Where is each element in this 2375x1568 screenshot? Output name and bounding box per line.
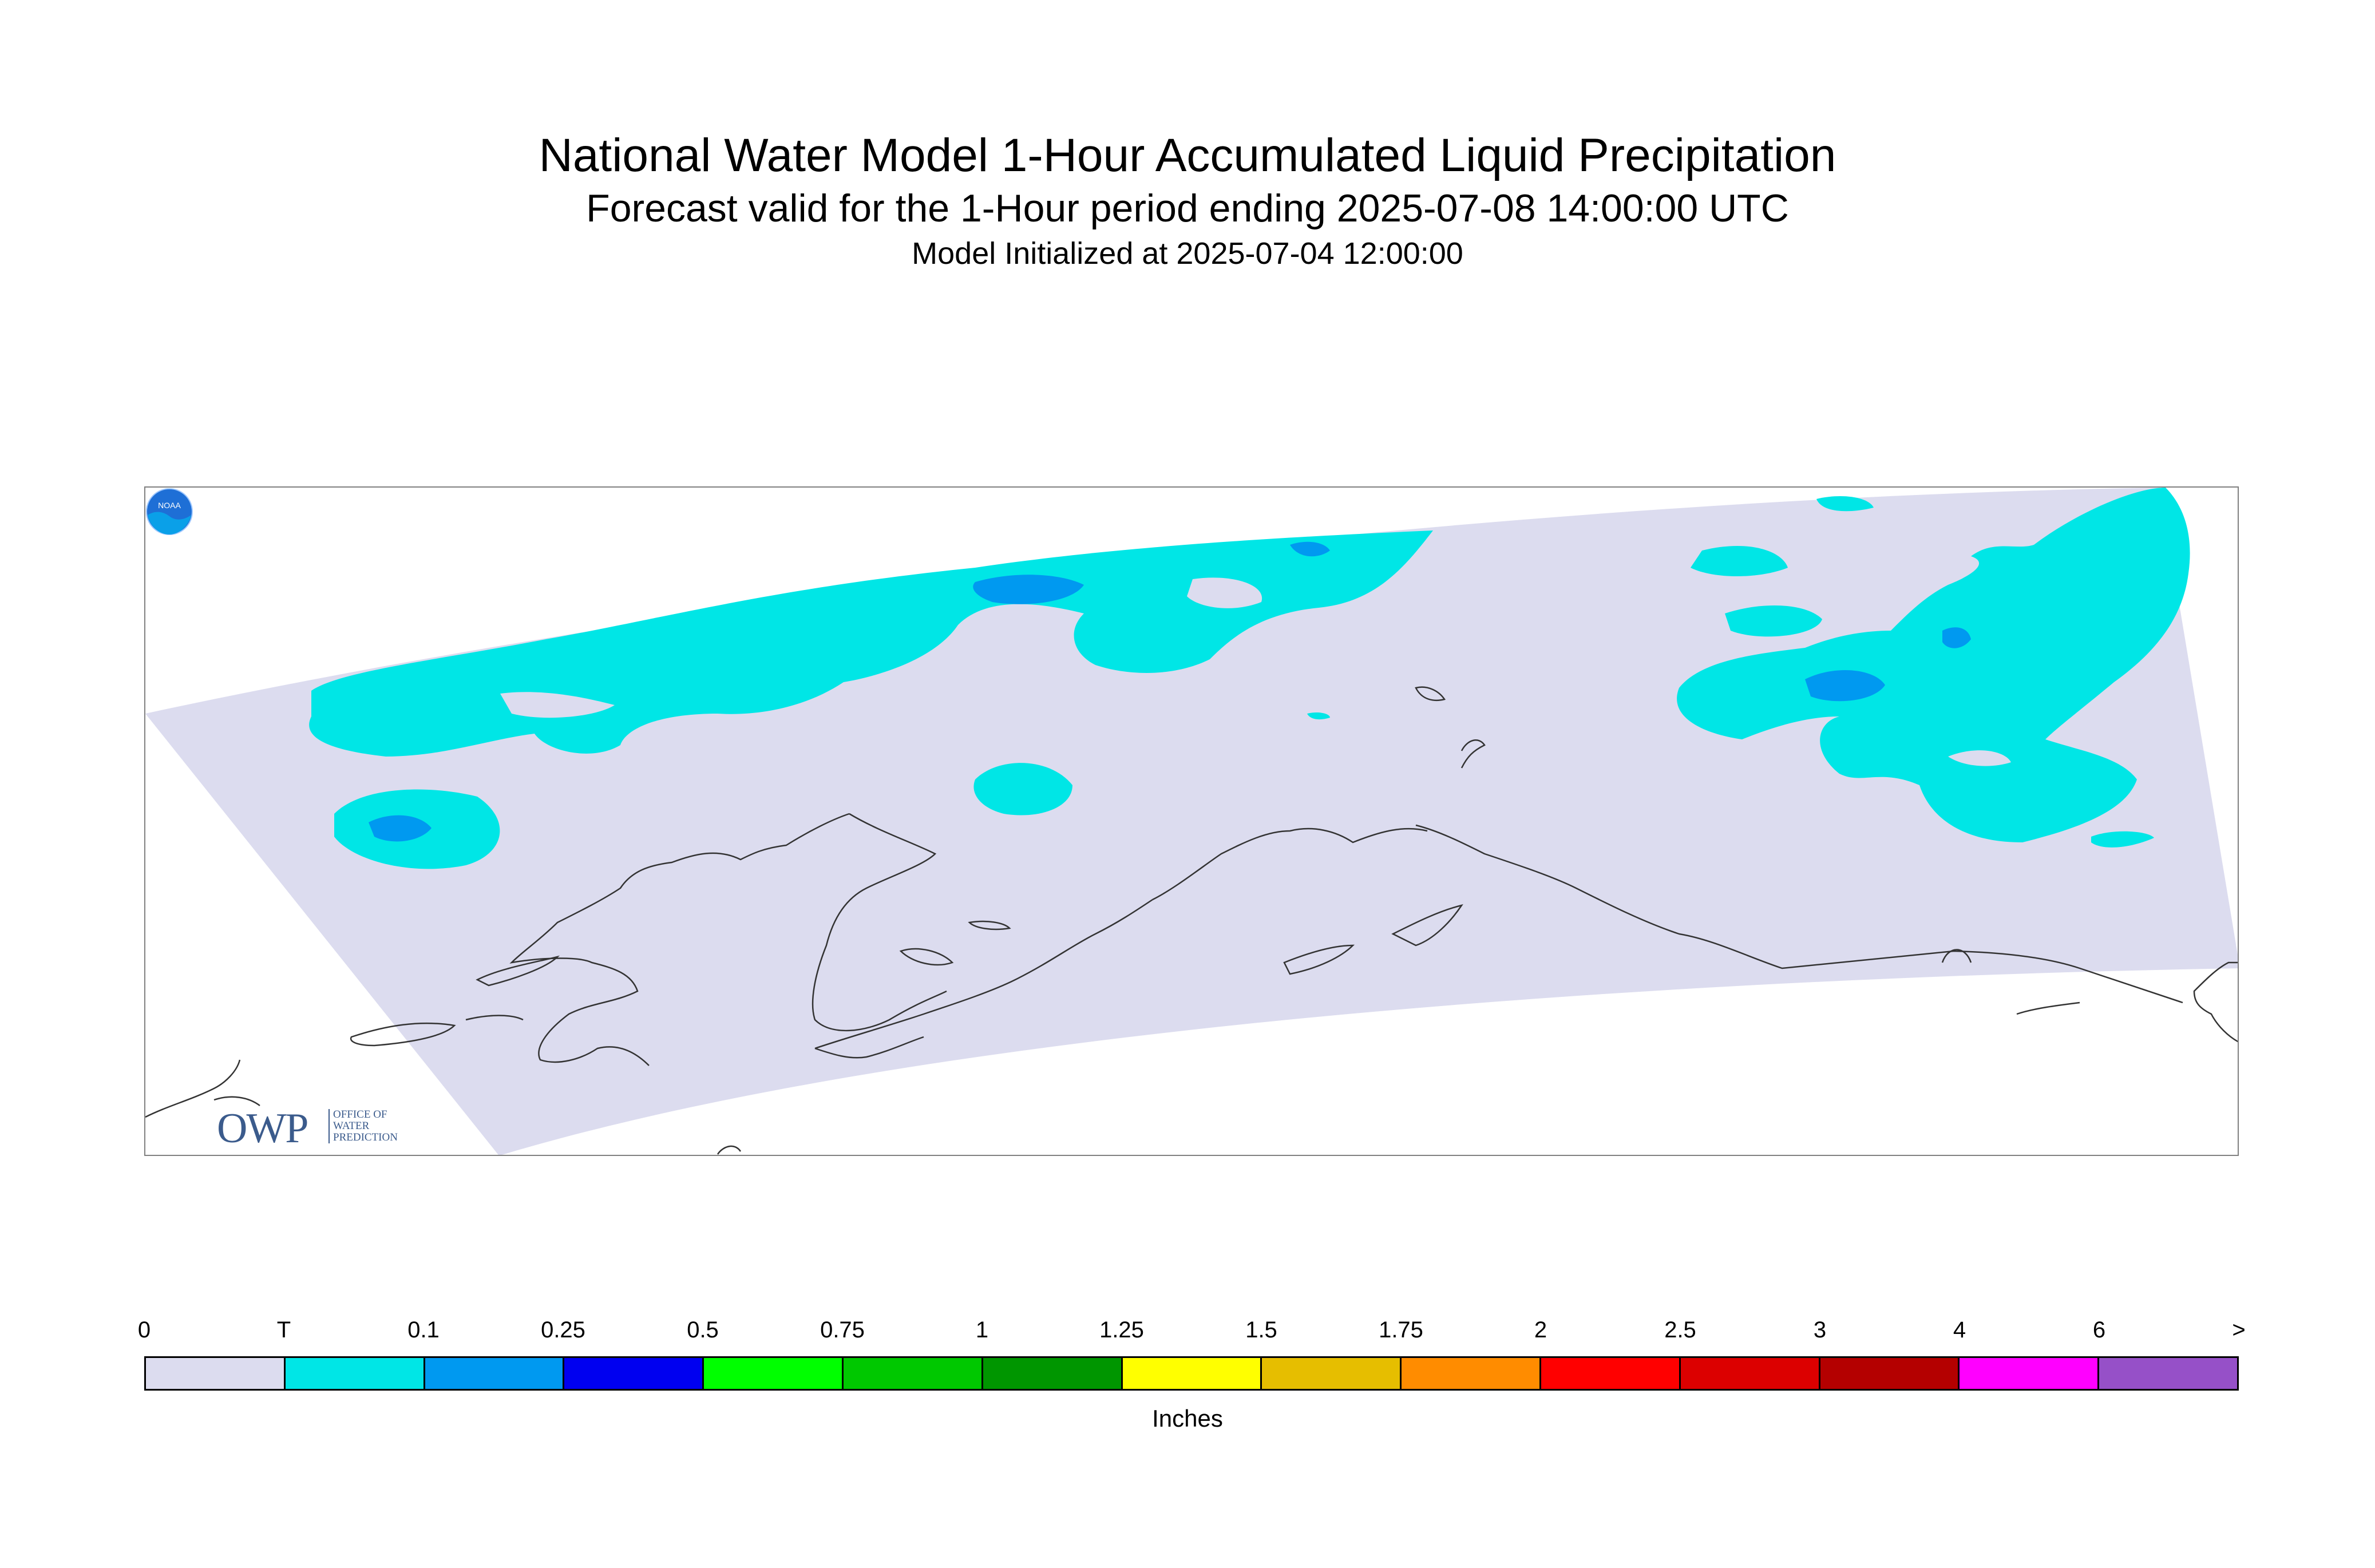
legend-swatch [1402,1358,1541,1389]
legend-swatch [425,1358,565,1389]
color-legend [144,1356,2239,1391]
legend-tick-label: 2.5 [1664,1317,1696,1343]
legend-swatch [1541,1358,1681,1389]
owp-logo-mark: OWP [217,1105,308,1152]
map-canvas [145,488,2238,1155]
legend-swatch [285,1358,425,1389]
legend-tick-label: 6 [2092,1317,2106,1343]
legend-swatch [1122,1358,1262,1389]
legend-swatch [983,1358,1123,1389]
legend-tick-label: 2 [1534,1317,1547,1343]
legend-swatch [146,1358,286,1389]
legend-tick-label: 0.75 [820,1317,865,1343]
model-init-line: Model Initialized at 2025-07-04 12:00:00 [912,236,1463,271]
legend-swatch [1820,1358,1960,1389]
legend-swatch [564,1358,704,1389]
legend-tick-label: 0.1 [407,1317,440,1343]
legend-swatch [1262,1358,1402,1389]
legend-swatch [704,1358,844,1389]
legend-tick-label: 0.5 [687,1317,719,1343]
map-subtitle: Forecast valid for the 1-Hour period end… [586,187,1789,230]
legend-swatch [1680,1358,1820,1389]
legend-tick-label: 1.5 [1245,1317,1277,1343]
legend-swatch [1960,1358,2100,1389]
legend-tick-label: 1.25 [1099,1317,1144,1343]
coastlines [145,686,2238,1155]
legend-tick-label: 1 [975,1317,989,1343]
legend-tick-label: 0 [137,1317,151,1343]
legend-tick-label: 0.25 [541,1317,585,1343]
precip-0.1-areas [369,541,1971,842]
legend-tick-label: 4 [1953,1317,1966,1343]
owp-logo-text: OFFICE OF WATER PREDICTION [328,1109,398,1143]
svg-text:NOAA: NOAA [158,501,181,510]
legend-tick-label: 3 [1813,1317,1827,1343]
precip-trace-areas [309,488,2190,869]
legend-units: Inches [1152,1405,1223,1432]
map-title: National Water Model 1-Hour Accumulated … [539,129,1836,181]
noaa-logo: NOAA [146,488,193,535]
legend-tick-label: > [2232,1317,2246,1343]
legend-swatch [2099,1358,2237,1389]
precipitation-map: OWP OFFICE OF WATER PREDICTION NOAA [144,486,2239,1156]
legend-tick-label: T [276,1317,291,1343]
legend-swatch [843,1358,983,1389]
legend-tick-label: 1.75 [1379,1317,1423,1343]
